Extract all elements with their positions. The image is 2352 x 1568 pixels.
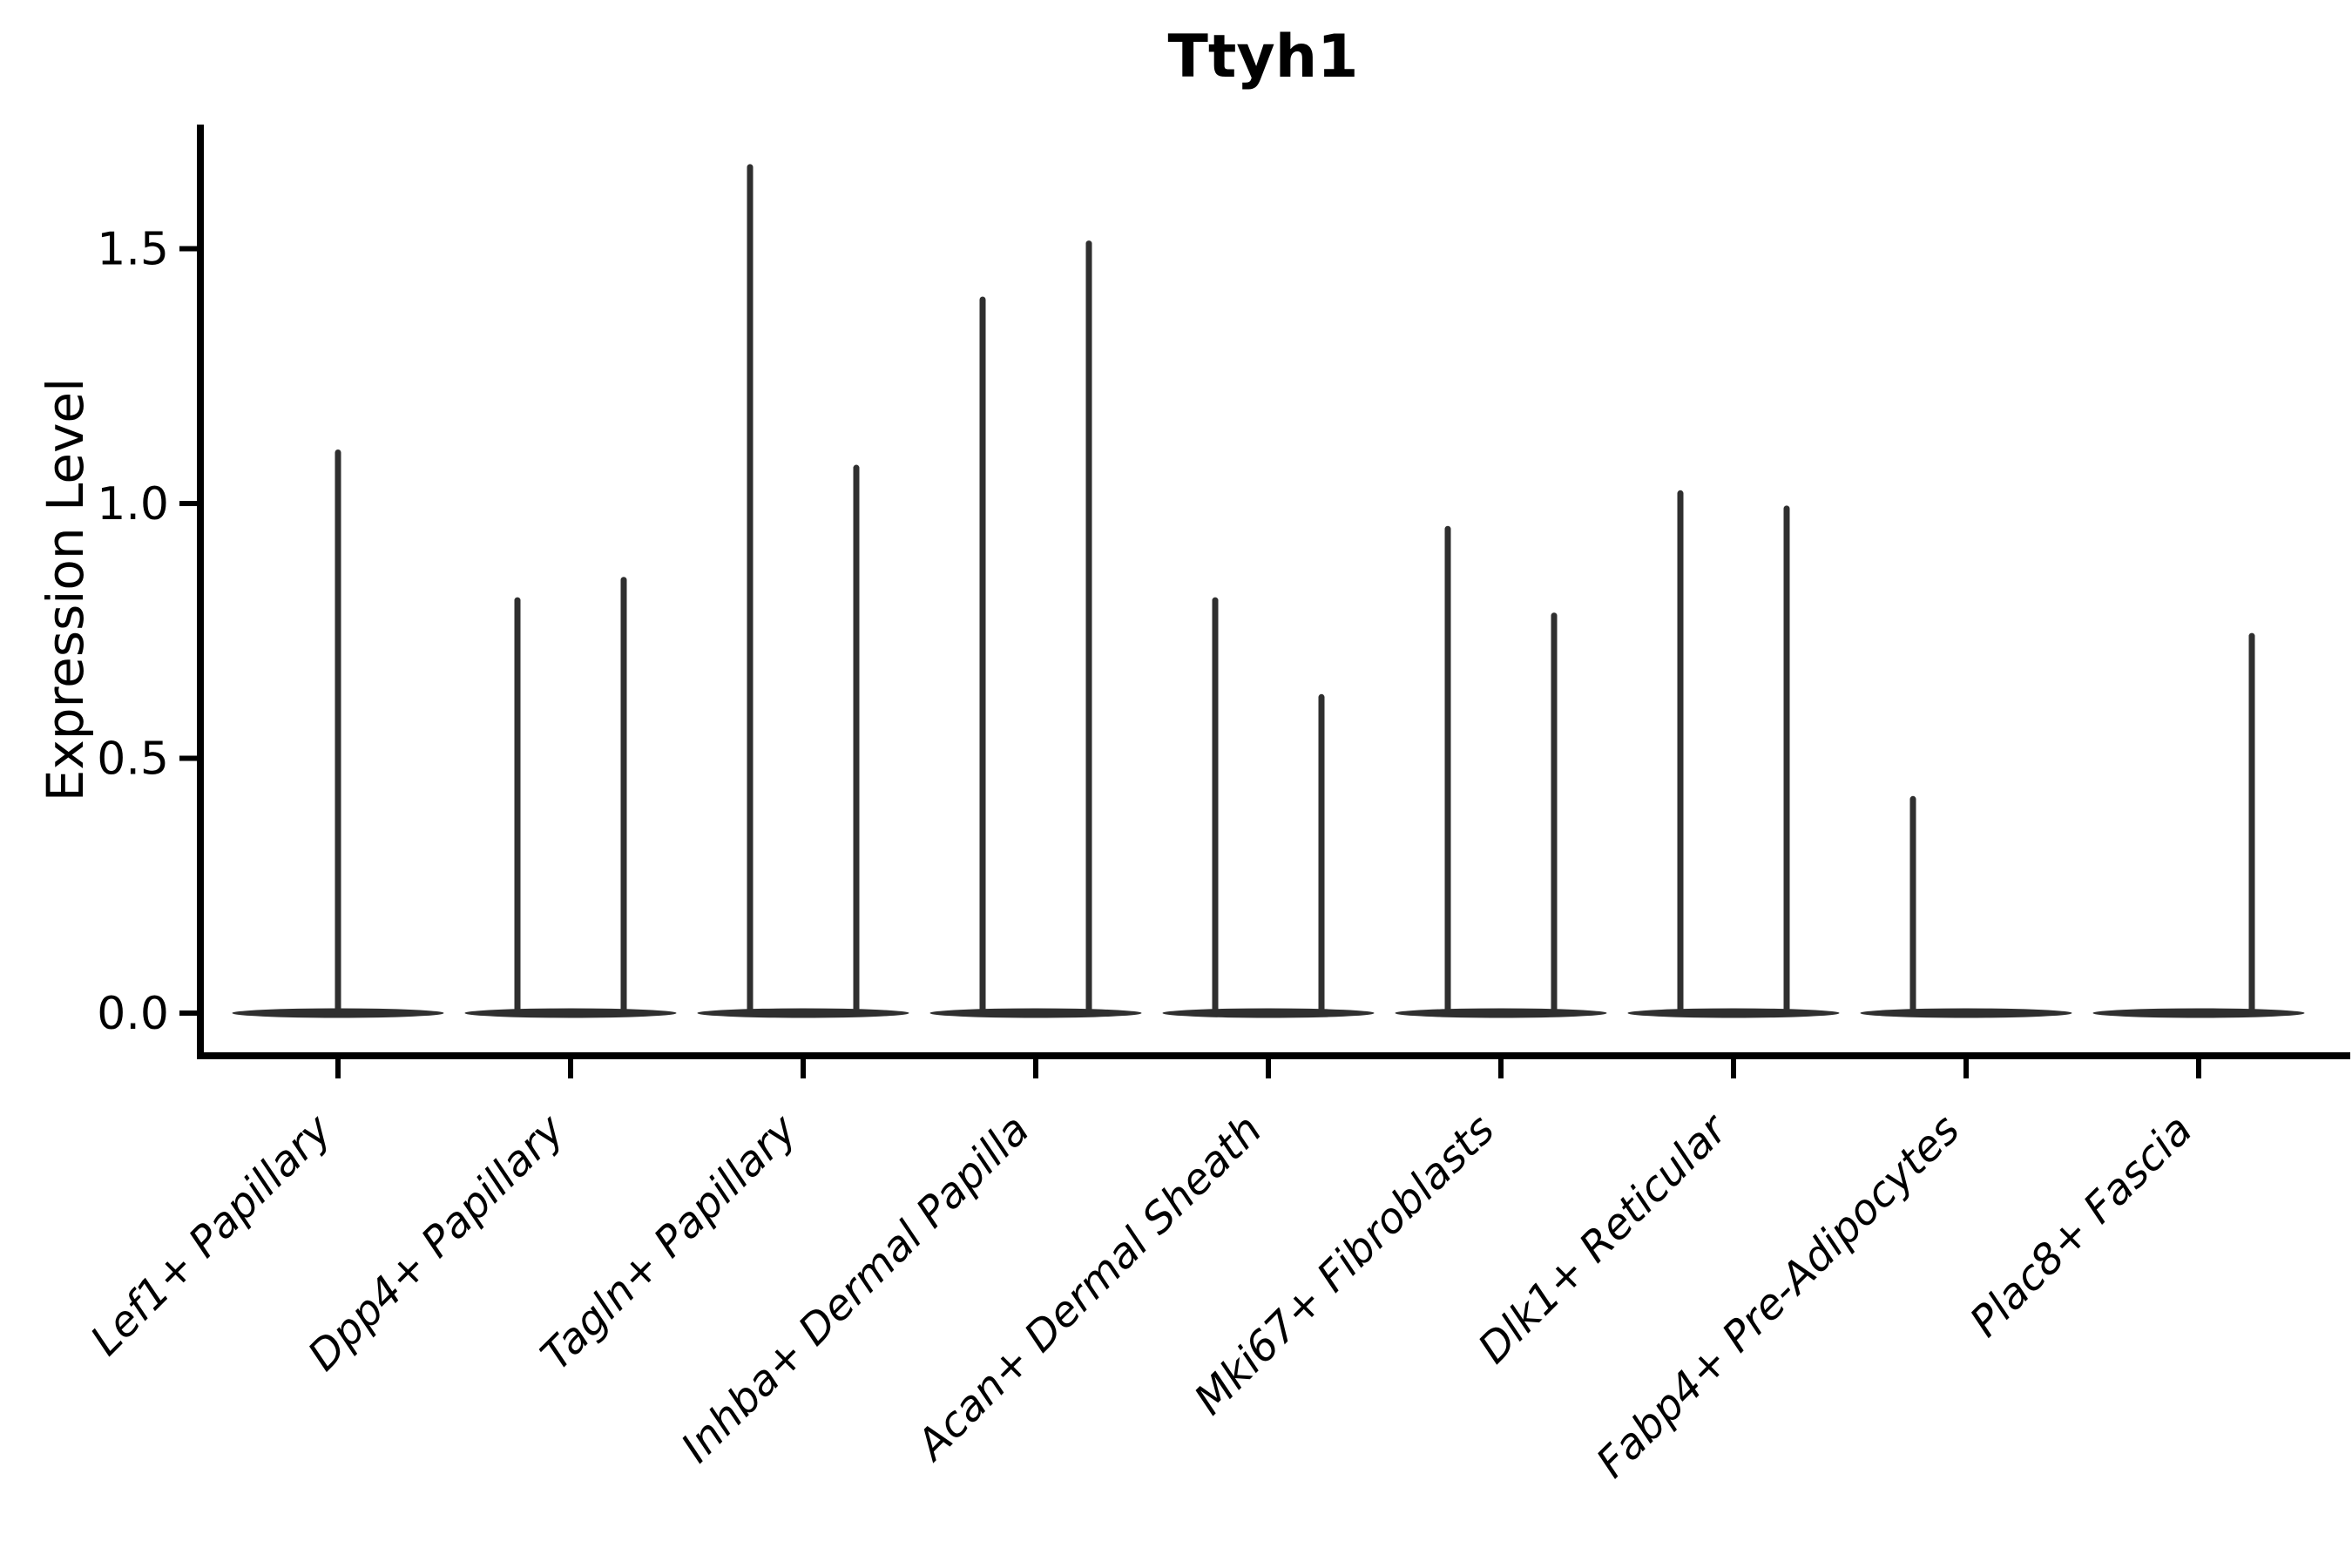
violin-body bbox=[1162, 1008, 1375, 1018]
x-category-label: Dlk1+ Reticular bbox=[1469, 1104, 1739, 1374]
y-tick-label: 0.0 bbox=[97, 988, 169, 1040]
y-tick-label: 0.5 bbox=[97, 733, 169, 786]
axes-layer bbox=[179, 125, 2350, 1078]
violin-body bbox=[697, 1008, 909, 1018]
x-category-label: Tagln+ Papillary bbox=[531, 1105, 807, 1380]
violin-body bbox=[1627, 1008, 1840, 1018]
y-tick-label: 1.5 bbox=[97, 224, 169, 276]
violins-layer bbox=[232, 164, 2305, 1018]
plot-title: Ttyh1 bbox=[1168, 23, 1359, 91]
y-axis-label: Expression Level bbox=[36, 378, 95, 801]
violin-body bbox=[2092, 1008, 2305, 1018]
y-tick-label: 1.0 bbox=[97, 478, 169, 531]
violin-body bbox=[464, 1008, 677, 1018]
x-category-label: Lef1+ Papillary bbox=[81, 1105, 341, 1365]
violin-body bbox=[1860, 1008, 2072, 1018]
x-category-label: Dpp4+ Papillary bbox=[299, 1105, 574, 1380]
violin-body bbox=[929, 1008, 1142, 1018]
x-category-label: Plac8+ Fascia bbox=[1961, 1105, 2202, 1347]
violin-body bbox=[1395, 1008, 1607, 1018]
